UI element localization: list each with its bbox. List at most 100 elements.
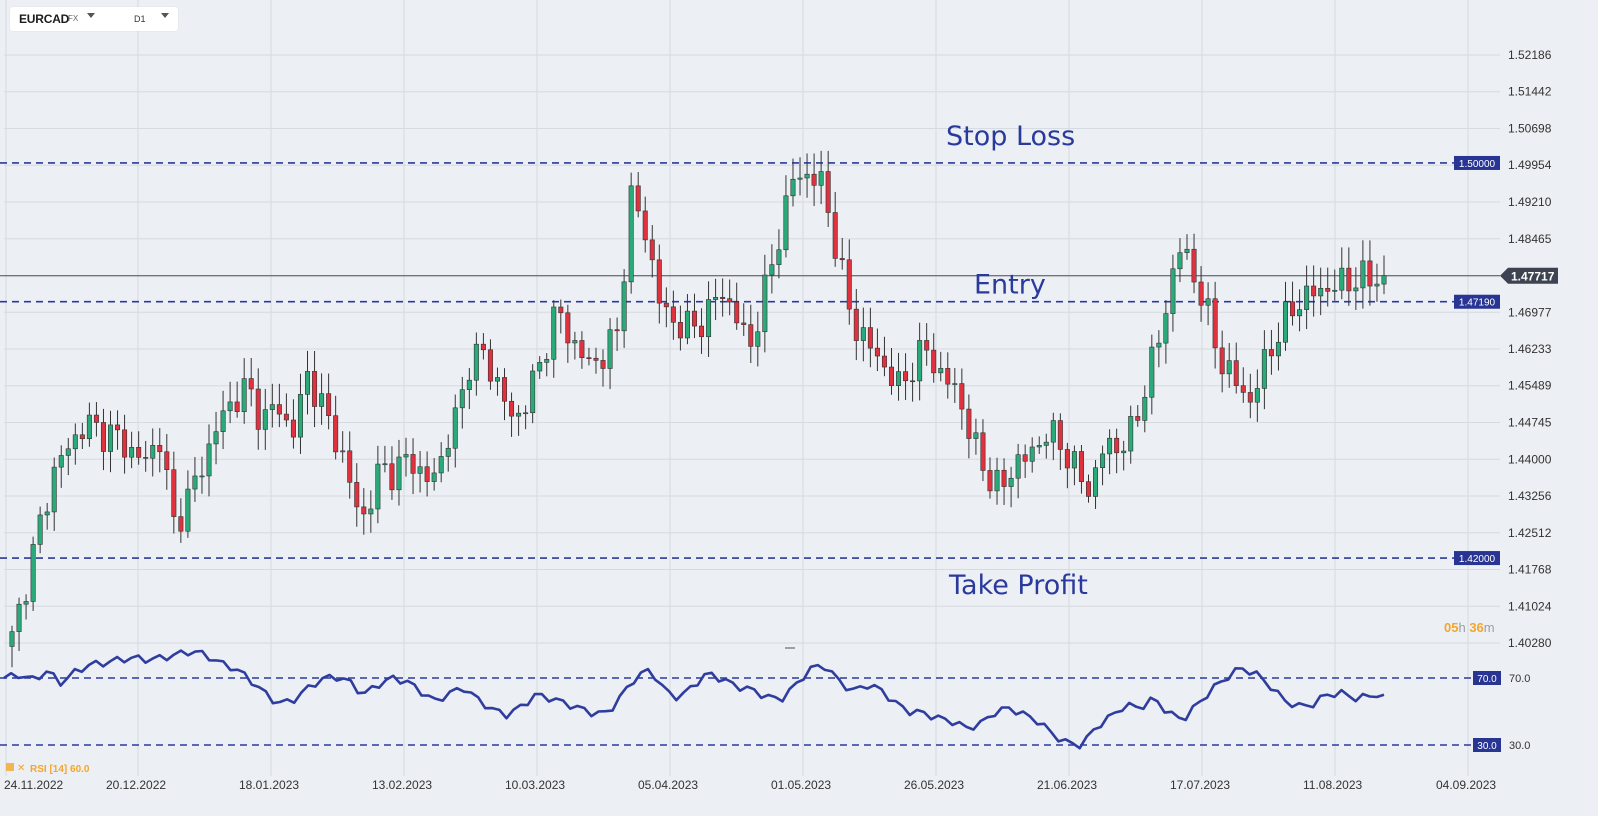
bull-candle xyxy=(1163,313,1169,344)
bear-candle xyxy=(164,451,170,471)
y-tick-label: 1.49954 xyxy=(1508,158,1552,172)
level-lines[interactable] xyxy=(0,162,1500,559)
bear-candle xyxy=(1001,469,1007,487)
bull-candle xyxy=(37,514,43,545)
bear-candle xyxy=(867,327,873,349)
bull-candle xyxy=(1353,287,1359,292)
bull-candle xyxy=(1050,420,1056,443)
bear-candle xyxy=(1247,392,1253,403)
level-name-stop-loss: Stop Loss xyxy=(946,121,1075,152)
bull-candle xyxy=(1261,349,1267,389)
bear-candle xyxy=(143,457,149,459)
bear-candle xyxy=(1325,288,1331,292)
countdown-minutes-unit: m xyxy=(1483,620,1495,635)
rsi-line xyxy=(3,649,1385,750)
x-tick-label: 05.04.2023 xyxy=(638,778,698,792)
bear-candle xyxy=(614,329,620,332)
bear-candle xyxy=(1346,267,1352,292)
bear-candle xyxy=(945,368,951,385)
rsi-level-badge-label: 70.0 xyxy=(1477,674,1497,685)
bull-candle xyxy=(769,264,775,276)
bear-candle xyxy=(903,371,909,382)
bull-candle xyxy=(58,455,64,468)
bear-candle xyxy=(487,349,493,382)
bear-candle xyxy=(480,343,486,351)
y-tick-label: 1.40280 xyxy=(1508,636,1552,650)
bear-candle xyxy=(888,366,894,386)
bull-candle xyxy=(375,463,381,510)
bull-candle xyxy=(1339,267,1345,291)
chevron-down-icon[interactable] xyxy=(161,13,169,18)
settings-icon[interactable] xyxy=(6,763,14,771)
bear-candle xyxy=(677,322,683,339)
level-price-label: 1.47190 xyxy=(1459,298,1496,309)
current-price-badge xyxy=(1500,267,1558,284)
bull-candle xyxy=(473,343,479,381)
x-tick-label: 10.03.2023 xyxy=(505,778,565,792)
symbol-toolbar[interactable]: EURCAD FX D1 xyxy=(10,7,178,31)
bull-candle xyxy=(1360,260,1366,289)
y-tick-label: 1.52186 xyxy=(1508,48,1552,62)
bull-candle xyxy=(1304,285,1310,310)
close-icon[interactable]: ✕ xyxy=(17,763,25,774)
interval-selector[interactable]: D1 xyxy=(134,14,146,24)
bull-candle xyxy=(213,431,219,445)
bull-candle xyxy=(1100,453,1106,469)
bear-candle xyxy=(157,445,163,453)
bull-candle xyxy=(185,488,191,532)
bear-candle xyxy=(720,296,726,299)
bull-candle xyxy=(1205,298,1211,306)
bear-candle xyxy=(1367,260,1373,287)
bull-candle xyxy=(804,173,810,179)
bull-candle xyxy=(16,603,22,632)
bear-candle xyxy=(1057,420,1063,450)
bull-candle xyxy=(417,466,423,474)
bear-candle xyxy=(1219,347,1225,375)
bear-candle xyxy=(333,415,339,453)
bull-candle xyxy=(452,407,458,449)
bull-candle xyxy=(431,472,437,482)
bear-candle xyxy=(811,173,817,186)
level-name-entry: Entry xyxy=(974,270,1046,301)
symbol-name[interactable]: EURCAD xyxy=(19,12,70,26)
bear-candle xyxy=(1078,451,1084,482)
y-tick-label: 1.46977 xyxy=(1508,305,1552,319)
bull-candle xyxy=(896,371,902,386)
bear-candle xyxy=(1191,248,1197,283)
bull-candle xyxy=(1184,248,1190,253)
rsi-level-badge-label: 30.0 xyxy=(1477,741,1497,752)
bear-candle xyxy=(509,400,515,417)
bear-candle xyxy=(1114,437,1120,454)
chevron-down-icon[interactable] xyxy=(87,13,95,18)
bull-candle xyxy=(797,177,803,180)
bull-candle xyxy=(403,454,409,458)
bear-candle xyxy=(502,377,508,402)
level-price-badge xyxy=(1454,551,1500,566)
y-tick-label: 1.43256 xyxy=(1508,489,1552,503)
bull-candle xyxy=(494,377,500,382)
bear-candle xyxy=(1233,360,1239,386)
bull-candle xyxy=(30,544,36,602)
bull-candle xyxy=(790,178,796,197)
bull-candle xyxy=(9,631,15,647)
bull-candle xyxy=(466,379,472,390)
rsi-legend-label: RSI [14] 60.0 xyxy=(30,764,90,775)
x-tick-label: 01.05.2023 xyxy=(771,778,831,792)
bear-candle xyxy=(1022,454,1028,462)
countdown-hours: 05 xyxy=(1444,620,1459,635)
bear-candle xyxy=(79,434,85,440)
bull-candle xyxy=(206,443,212,477)
bear-candle xyxy=(255,388,261,430)
bear-candle xyxy=(586,357,592,359)
bear-candle xyxy=(966,408,972,439)
bull-candle xyxy=(1071,451,1077,469)
bull-candle xyxy=(628,185,634,283)
bear-candle xyxy=(881,355,887,368)
bear-candle xyxy=(853,308,859,341)
bull-candle xyxy=(1107,437,1113,455)
bull-candle xyxy=(1036,445,1042,448)
bull-candle xyxy=(297,394,303,438)
x-tick-label: 26.05.2023 xyxy=(904,778,964,792)
bear-candle xyxy=(980,432,986,471)
